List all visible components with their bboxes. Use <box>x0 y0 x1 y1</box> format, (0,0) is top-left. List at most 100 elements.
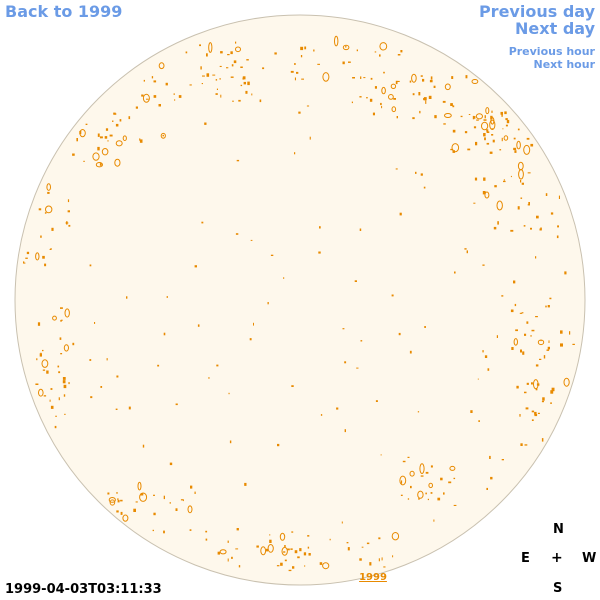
contour-speck <box>496 200 503 211</box>
contour-speck <box>534 414 538 417</box>
contour-speck <box>122 514 129 522</box>
contour-speck <box>527 204 530 206</box>
contour-speck <box>67 199 70 203</box>
contour-speck <box>236 528 239 531</box>
contour-speck <box>563 377 570 387</box>
contour-speck <box>334 35 339 47</box>
contour-speck <box>182 499 184 502</box>
contour-speck <box>277 443 280 447</box>
contour-speck <box>112 120 114 122</box>
contour-speck <box>299 548 302 552</box>
contour-speck <box>497 221 499 225</box>
contour-speck <box>482 264 485 266</box>
contour-speck <box>481 121 489 131</box>
contour-speck <box>44 212 47 214</box>
contour-speck <box>297 556 300 559</box>
contour-speck <box>313 49 315 52</box>
contour-speck <box>409 350 412 354</box>
contour-speck <box>247 81 250 86</box>
contour-speck <box>133 508 136 512</box>
contour-speck <box>400 50 403 53</box>
contour-speck <box>517 128 520 131</box>
contour-speck <box>292 566 295 569</box>
contour-speck <box>116 492 118 494</box>
contour-speck <box>531 382 533 385</box>
contour-speck <box>369 98 373 102</box>
contour-speck <box>489 455 491 459</box>
contour-speck <box>391 532 400 541</box>
contour-speck <box>528 202 530 206</box>
contour-speck <box>50 405 54 409</box>
contour-speck <box>23 262 26 264</box>
contour-speck <box>451 143 460 153</box>
contour-speck <box>366 542 370 545</box>
contour-speck <box>549 297 552 300</box>
contour-speck <box>153 512 156 516</box>
contour-speck <box>219 78 221 80</box>
contour-speck <box>409 470 415 477</box>
contour-speck <box>202 75 205 77</box>
contour-speck <box>433 519 435 522</box>
next-hour-link[interactable]: Next hour <box>533 58 596 71</box>
contour-speck <box>564 271 567 275</box>
contour-speck <box>206 53 208 57</box>
contour-speck <box>484 355 488 358</box>
contour-speck <box>378 558 380 562</box>
contour-speck <box>307 535 310 537</box>
contour-speck <box>246 59 249 61</box>
contour-speck <box>208 377 210 379</box>
contour-speck <box>175 508 178 511</box>
contour-speck <box>64 413 66 415</box>
contour-speck <box>466 250 468 254</box>
contour-speck <box>40 235 42 238</box>
contour-speck <box>378 537 381 540</box>
contour-speck <box>430 465 433 468</box>
contour-speck <box>291 531 294 533</box>
contour-speck <box>269 539 272 543</box>
contour-speck <box>128 116 131 120</box>
contour-speck <box>104 136 108 139</box>
contour-speck <box>424 326 426 328</box>
contour-speck <box>294 152 296 155</box>
contour-speck <box>467 148 471 151</box>
next-day-link[interactable]: Next day <box>515 19 595 38</box>
back-to-year-link[interactable]: Back to 1999 <box>5 2 123 21</box>
year-link[interactable]: 1999 <box>359 572 387 583</box>
contour-speck <box>518 169 524 180</box>
contour-speck <box>452 105 455 108</box>
contour-speck <box>359 558 362 561</box>
contour-speck <box>267 544 274 553</box>
contour-speck <box>344 361 347 364</box>
contour-speck <box>487 368 490 371</box>
contour-speck <box>162 134 164 137</box>
contour-speck <box>42 349 44 352</box>
contour-speck <box>206 73 210 77</box>
contour-speck <box>516 386 519 388</box>
contour-speck <box>189 529 192 531</box>
contour-speck <box>503 135 509 141</box>
contour-speck <box>55 415 57 417</box>
contour-speck <box>46 183 52 191</box>
contour-speck <box>322 72 330 82</box>
contour-speck <box>474 177 478 181</box>
contour-speck <box>276 565 280 567</box>
contour-speck <box>369 562 372 566</box>
previous-day-link[interactable]: Previous day <box>478 2 595 21</box>
contour-speck <box>64 308 70 318</box>
contour-speck <box>51 227 54 231</box>
contour-speck <box>256 545 259 548</box>
contour-speck <box>476 119 479 121</box>
contour-speck <box>232 100 234 102</box>
previous-hour-link[interactable]: Previous hour <box>508 45 595 58</box>
contour-speck <box>484 115 486 119</box>
contour-speck <box>298 111 301 114</box>
contour-speck <box>351 101 353 104</box>
contour-speck <box>505 124 508 127</box>
contour-speck <box>513 338 518 346</box>
contour-speck <box>527 172 531 174</box>
contour-speck <box>395 168 398 170</box>
contour-speck <box>41 359 49 368</box>
contour-speck <box>501 295 504 297</box>
contour-speck <box>486 487 488 490</box>
contour-speck <box>381 105 383 109</box>
